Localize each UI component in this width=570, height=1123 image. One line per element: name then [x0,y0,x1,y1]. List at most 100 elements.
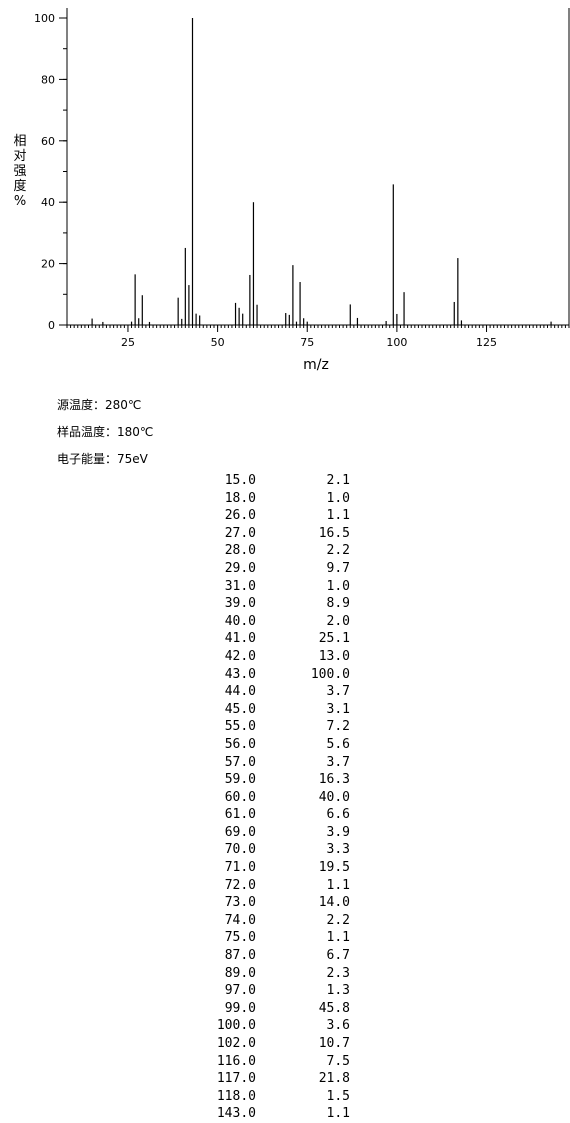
x-tick-label: 25 [121,336,135,349]
peak-mz: 61.0 [224,807,256,823]
peak-intensity: 2.3 [326,965,350,981]
y-axis-label-char: 对 [13,149,27,164]
peak-row: 61.0 6.6 [200,806,350,824]
peak-intensity: 3.9 [326,824,350,840]
mass-spectrum-chart: 0 20 40 60 80 100 25 50 75 100 125 m/z [34,8,570,373]
peak-row: 59.0 16.3 [200,771,350,789]
peak-row: 45.0 3.1 [200,701,350,719]
peak-mz: 70.0 [224,842,256,858]
peak-intensity: 3.7 [326,684,350,700]
peak-row: 89.0 2.3 [200,965,350,983]
y-axis-label-char: 度 [13,179,27,194]
peak-row: 57.0 3.7 [200,754,350,772]
peak-mz: 44.0 [224,684,256,700]
peak-row: 18.0 1.0 [200,490,350,508]
peak-table: 15.0 2.1 18.0 1.0 26.0 1.1 27.0 16.5 28.0 2.2 29.0… [200,472,350,1123]
peak-intensity: 1.1 [326,930,350,946]
peak-row: 41.0 25.1 [200,630,350,648]
y-tick-label: 100 [34,12,55,25]
peak-row: 28.0 2.2 [200,542,350,560]
peak-intensity: 8.9 [326,596,350,612]
peak-row: 143.0 1.1 [200,1105,350,1123]
peak-row: 71.0 19.5 [200,859,350,877]
peak-row: 73.0 14.0 [200,894,350,912]
peak-intensity: 100.0 [310,666,350,682]
peak-mz: 117.0 [216,1071,256,1087]
peak-mz: 118.0 [216,1088,256,1104]
peak-intensity: 19.5 [318,860,350,876]
peak-intensity: 1.0 [326,578,350,594]
peak-row: 75.0 1.1 [200,929,350,947]
peak-row: 99.0 45.8 [200,1000,350,1018]
peak-mz: 60.0 [224,789,256,805]
peak-row: 100.0 3.6 [200,1017,350,1035]
peak-intensity: 13.0 [318,648,350,664]
peak-mz: 42.0 [224,648,256,664]
peak-row: 102.0 10.7 [200,1035,350,1053]
peak-intensity: 25.1 [318,631,350,647]
peak-row: 74.0 2.2 [200,912,350,930]
peak-mz: 71.0 [224,860,256,876]
y-tick-label: 60 [41,135,55,148]
peak-mz: 39.0 [224,596,256,612]
peak-intensity: 45.8 [318,1000,350,1016]
peak-mz: 31.0 [224,578,256,594]
peak-intensity: 1.1 [326,1106,350,1122]
peak-row: 43.0 100.0 [200,666,350,684]
peak-mz: 72.0 [224,877,256,893]
peak-row: 60.0 40.0 [200,789,350,807]
peak-row: 42.0 13.0 [200,648,350,666]
peak-mz: 89.0 [224,965,256,981]
peak-intensity: 9.7 [326,560,350,576]
peak-row: 69.0 3.9 [200,824,350,842]
peak-intensity: 2.1 [326,473,350,488]
y-axis-label-char: 相 [13,134,27,149]
peak-mz: 28.0 [224,543,256,559]
peak-row: 118.0 1.5 [200,1088,350,1106]
peak-intensity: 3.1 [326,701,350,717]
peak-mz: 26.0 [224,508,256,524]
peak-row: 117.0 21.8 [200,1070,350,1088]
peak-mz: 100.0 [216,1018,256,1034]
source-temperature: 源温度：280℃ [57,398,142,412]
peak-row: 39.0 8.9 [200,595,350,613]
electron-energy: 电子能量：75eV [57,452,148,466]
peak-mz: 74.0 [224,912,256,928]
peak-row: 70.0 3.3 [200,841,350,859]
y-tick-label: 80 [41,73,55,86]
peak-row: 44.0 3.7 [200,683,350,701]
peak-mz: 40.0 [224,613,256,629]
peak-mz: 57.0 [224,754,256,770]
peak-intensity: 3.7 [326,754,350,770]
peak-intensity: 1.1 [326,877,350,893]
chart-axes [66,8,570,326]
sample-temperature: 样品温度：180℃ [57,425,154,439]
chart-bars [91,18,552,325]
peak-mz: 99.0 [224,1000,256,1016]
peak-row: 27.0 16.5 [200,525,350,543]
peak-intensity: 2.2 [326,912,350,928]
peak-row: 29.0 9.7 [200,560,350,578]
peak-row: 116.0 7.5 [200,1053,350,1071]
peak-row: 26.0 1.1 [200,507,350,525]
chart-ticks: 0 20 40 60 80 100 25 50 75 100 125 [34,12,570,349]
peak-mz: 73.0 [224,895,256,911]
peak-intensity: 10.7 [318,1036,350,1051]
peak-intensity: 1.3 [326,983,350,999]
peak-mz: 143.0 [216,1106,256,1122]
peak-row: 56.0 5.6 [200,736,350,754]
peak-row: 40.0 2.0 [200,613,350,631]
peak-mz: 18.0 [224,490,256,506]
peak-mz: 43.0 [224,666,256,682]
peak-mz: 102.0 [216,1036,256,1051]
y-axis-label: 相 对 强 度 % [12,134,28,209]
peak-mz: 15.0 [224,473,256,488]
peak-row: 15.0 2.1 [200,472,350,490]
peak-mz: 116.0 [216,1053,256,1069]
peak-intensity: 7.2 [326,719,350,735]
peak-intensity: 40.0 [318,789,350,805]
peak-row: 97.0 1.3 [200,982,350,1000]
peak-intensity: 1.5 [326,1088,350,1104]
peak-mz: 41.0 [224,631,256,647]
peak-intensity: 6.6 [326,807,350,823]
